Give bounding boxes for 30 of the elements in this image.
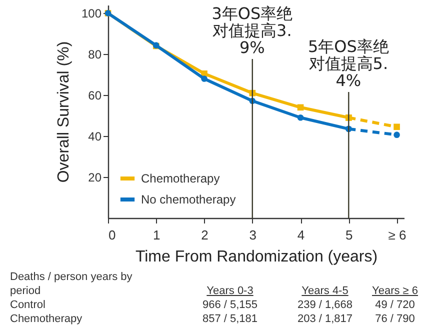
x-tick-label: 2 — [201, 228, 208, 242]
text: Deaths / person years by period — [10, 270, 134, 298]
y-tick-label: 80 — [88, 48, 102, 62]
y-tick-label: 60 — [88, 88, 102, 103]
x-tick-label: 1 — [153, 228, 160, 242]
legend-label: Chemotherapy — [141, 172, 220, 186]
y-tick-label: 40 — [88, 130, 102, 144]
text: Chemotherapy — [10, 312, 84, 326]
text: 49 / 720 — [374, 298, 416, 312]
x-axis-title: Time From Randomization (years) — [135, 248, 378, 266]
text: Years 4-5 — [300, 284, 350, 298]
legend-label: No chemotherapy — [141, 192, 236, 206]
ref-line-label: 3年OS率绝对值提高3.9% — [211, 4, 293, 57]
x-tick-label: 5 — [346, 228, 353, 242]
text: 966 / 5,155 — [201, 298, 259, 312]
text: Control — [10, 298, 46, 312]
text: Years ≥ 6 — [371, 284, 419, 298]
y-axis-title: Overall Survival (%) — [55, 41, 72, 183]
ref-line-label: 5年OS率绝对值提高5.4% — [308, 37, 390, 90]
text: 76 / 790 — [374, 312, 416, 326]
text: 203 / 1,817 — [296, 312, 354, 326]
text: Years 0-3 — [206, 284, 254, 298]
text: 857 / 5,181 — [201, 312, 259, 326]
x-tick-label: ≥ 6 — [388, 228, 406, 242]
y-tick-label: 20 — [88, 170, 102, 185]
x-tick-label: 4 — [297, 228, 305, 242]
x-tick-label: 0 — [108, 228, 116, 242]
x-tick-label: 3 — [249, 228, 257, 242]
y-tick-label: 100 — [81, 6, 102, 21]
text: 239 / 1,668 — [296, 298, 354, 312]
